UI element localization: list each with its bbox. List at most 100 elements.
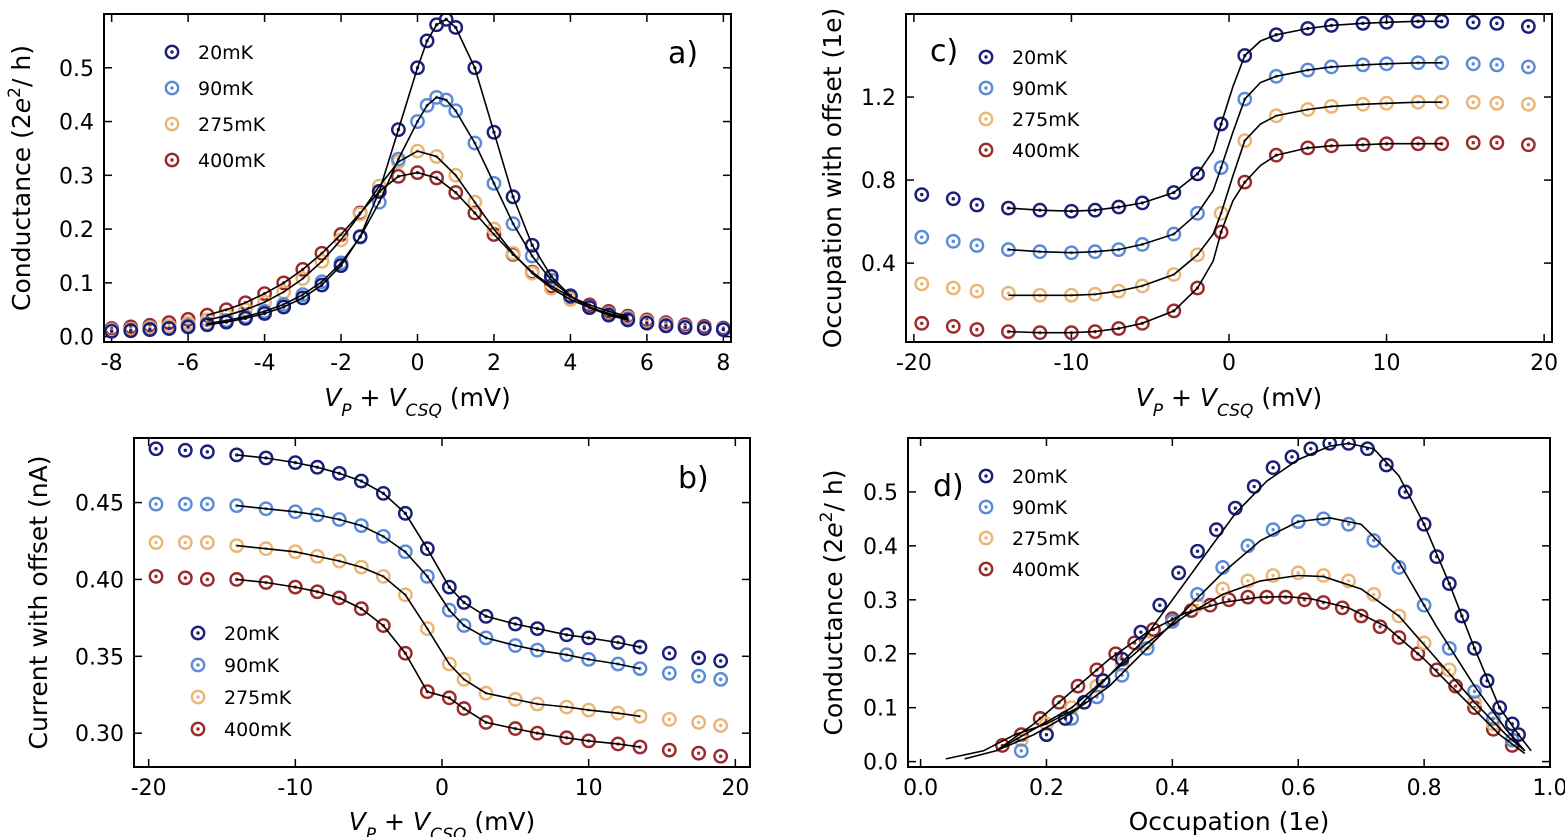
legend: 20mK 90mK 275mK 400mK: [164, 42, 266, 172]
legend-item-20mK: 20mK: [164, 42, 254, 64]
plot-area: [105, 15, 730, 339]
legend-item-20mK: 20mK: [978, 466, 1068, 488]
data-point: [969, 238, 985, 253]
fit-line-400mK: [236, 578, 641, 748]
x-tick-label: 6: [640, 351, 654, 376]
data-point: [1489, 135, 1505, 151]
y-tick-label: 0.1: [863, 697, 898, 722]
x-tick-label: -20: [131, 776, 167, 801]
data-point: [691, 668, 707, 684]
data-point: [1013, 743, 1029, 759]
x-axis-label: VP + VCSQ (mV): [1136, 383, 1323, 421]
x-tick-label: -20: [896, 351, 932, 376]
x-tick-label: -2: [330, 351, 352, 376]
x-tick-label: 10: [575, 776, 603, 801]
legend-label: 400mK: [198, 150, 266, 172]
data-point: [1265, 460, 1281, 476]
data-point: [658, 318, 674, 334]
x-tick-label: -6: [177, 351, 199, 376]
x-tick-label: 0.6: [1281, 776, 1316, 801]
data-point: [691, 650, 707, 666]
data-point: [661, 711, 677, 727]
x-tick-label: 0.4: [1155, 776, 1190, 801]
data-point: [1489, 57, 1505, 73]
fit-line-275mK: [995, 574, 1526, 752]
legend-marker: [164, 152, 180, 168]
fit-line-90mK: [964, 516, 1526, 760]
data-point: [1489, 15, 1505, 31]
fit-line-275mK: [1008, 101, 1442, 297]
x-tick-label: 20: [721, 776, 749, 801]
data-point: [661, 665, 677, 681]
legend-label: 90mK: [198, 78, 254, 100]
data-point: [713, 671, 729, 687]
y-tick-label: 0.4: [863, 535, 898, 560]
legend-label: 20mK: [224, 623, 280, 645]
data-point: [148, 535, 164, 550]
legend-item-20mK: 20mK: [978, 47, 1068, 69]
data-point: [945, 319, 961, 334]
legend-label: 20mK: [1012, 47, 1068, 69]
data-point: [1341, 573, 1356, 589]
data-point: [914, 187, 930, 203]
panel-tag: a): [668, 36, 698, 71]
fit-line-20mK: [945, 442, 1532, 760]
data-point: [1190, 543, 1205, 559]
legend-label: 275mK: [1012, 109, 1080, 131]
y-tick-label: 0.40: [75, 568, 124, 593]
data-point: [1039, 727, 1054, 743]
data-point: [199, 444, 215, 460]
data-point: [639, 315, 655, 331]
y-tick-label: 0.2: [863, 643, 898, 668]
data-point: [1520, 59, 1536, 75]
legend-marker: [978, 49, 994, 65]
data-point: [1190, 587, 1205, 602]
data-point: [1341, 516, 1356, 532]
legend-item-275mK: 275mK: [164, 114, 266, 136]
legend-item-90mK: 90mK: [978, 497, 1068, 519]
data-point: [148, 568, 164, 584]
data-point: [713, 718, 729, 733]
data-point: [1240, 573, 1256, 589]
data-point: [142, 322, 158, 338]
legend-label: 90mK: [1012, 78, 1068, 100]
x-tick-label: 8: [716, 351, 730, 376]
x-tick-label: 4: [563, 351, 577, 376]
data-point: [1378, 457, 1394, 473]
x-tick-label: 0.2: [1029, 776, 1064, 801]
data-point: [1429, 662, 1445, 678]
fit-line-275mK: [236, 544, 641, 718]
legend: 20mK 90mK 275mK 400mK: [190, 623, 292, 741]
fit-line-20mK: [1008, 20, 1442, 213]
plot-area: [945, 439, 1532, 760]
data-point: [199, 496, 215, 512]
legend-label: 20mK: [198, 42, 254, 64]
data-point: [713, 653, 729, 669]
data-point: [148, 496, 164, 512]
y-tick-label: 0.8: [861, 169, 896, 194]
legend: 20mK 90mK 275mK 400mK: [978, 466, 1080, 581]
panel-tag: b): [678, 461, 709, 496]
legend-item-400mK: 400mK: [978, 140, 1080, 162]
legend-marker: [978, 468, 994, 484]
data-point: [1465, 135, 1481, 151]
fit-line-400mK: [206, 171, 628, 317]
legend-marker: [190, 625, 206, 641]
x-tick-label: -8: [101, 351, 123, 376]
legend-item-90mK: 90mK: [978, 78, 1068, 100]
data-point: [1221, 592, 1237, 608]
legend-label: 90mK: [224, 655, 280, 677]
data-point: [1372, 619, 1388, 635]
data-point: [945, 280, 961, 296]
legend-marker: [978, 530, 994, 546]
data-point: [1290, 565, 1306, 581]
series-90mK: [1013, 511, 1520, 759]
data-point: [161, 321, 177, 336]
data-point: [1240, 538, 1256, 554]
x-axis-label: VP + VCSQ (mV): [349, 807, 536, 837]
legend-marker: [190, 689, 206, 705]
x-tick-label: 0.8: [1407, 776, 1442, 801]
fit-line-400mK: [995, 595, 1526, 755]
series-20mK: [914, 15, 1536, 219]
